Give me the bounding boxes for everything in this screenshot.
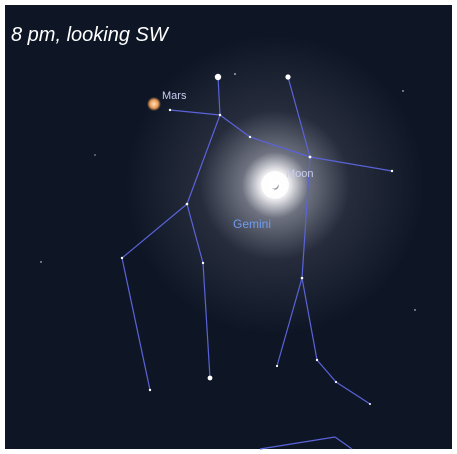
star bbox=[276, 365, 278, 367]
mars-label: Mars bbox=[162, 90, 187, 102]
page: 8 pm, looking SW Mars Moon Gemini (() =>… bbox=[0, 0, 457, 454]
star bbox=[94, 154, 95, 155]
star bbox=[169, 109, 171, 111]
star bbox=[335, 381, 337, 383]
constellation-label: Gemini bbox=[233, 217, 271, 231]
star bbox=[402, 90, 403, 91]
moon-glow bbox=[5, 5, 452, 449]
star bbox=[249, 136, 251, 138]
moon-disc bbox=[261, 171, 289, 199]
star bbox=[208, 376, 213, 381]
star bbox=[369, 403, 371, 405]
caption: 8 pm, looking SW bbox=[11, 24, 170, 46]
star bbox=[234, 73, 236, 75]
star bbox=[219, 114, 221, 116]
mars-planet bbox=[147, 97, 161, 111]
star bbox=[186, 203, 189, 206]
star bbox=[285, 74, 290, 79]
star bbox=[202, 262, 204, 264]
star bbox=[391, 170, 393, 172]
star bbox=[121, 257, 123, 259]
star bbox=[414, 309, 415, 310]
star bbox=[316, 359, 318, 361]
star bbox=[215, 74, 221, 80]
moon-label: Moon bbox=[286, 168, 314, 180]
star bbox=[40, 261, 41, 262]
sky-view: 8 pm, looking SW Mars Moon Gemini bbox=[0, 0, 457, 454]
star bbox=[149, 389, 151, 391]
star bbox=[309, 156, 312, 159]
star bbox=[301, 277, 304, 280]
